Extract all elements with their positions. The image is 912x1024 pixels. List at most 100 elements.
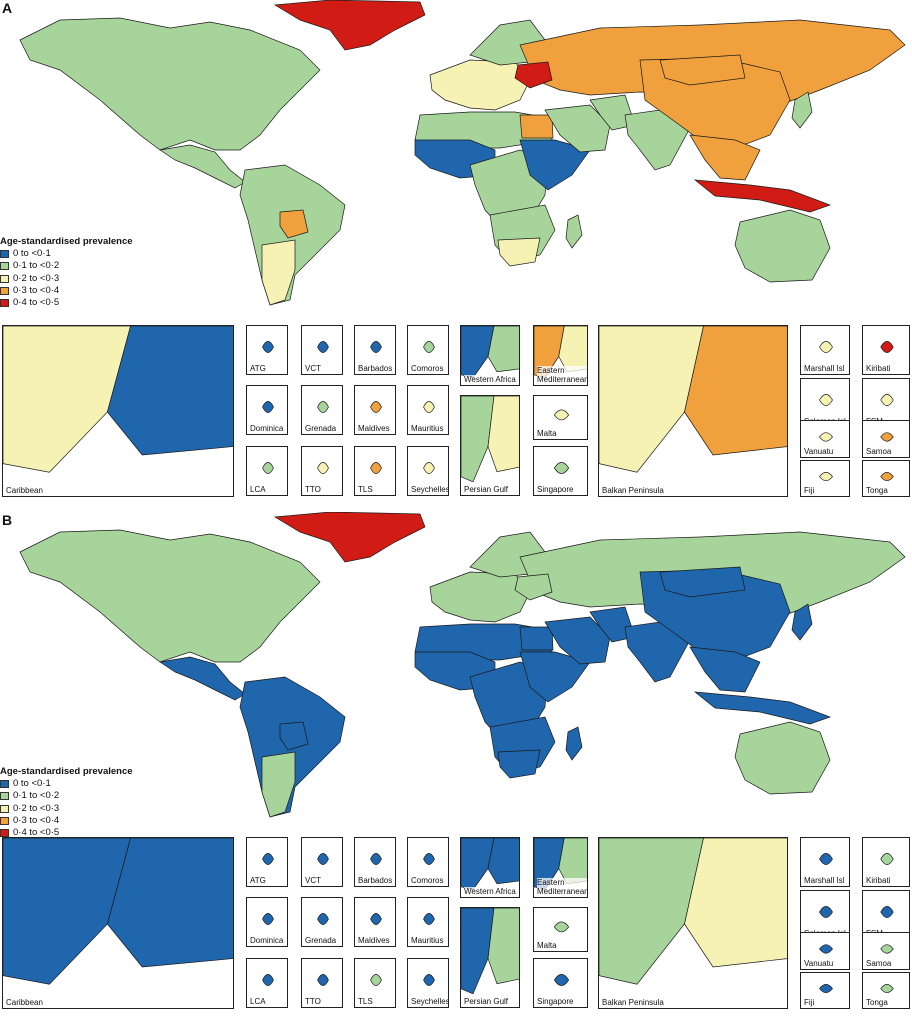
inset-vct: VCT (301, 837, 343, 887)
legend-swatch (0, 792, 9, 801)
inset-marshall-isl: Marshall Isl (800, 325, 850, 375)
inset-shape (262, 913, 274, 925)
inset-land (819, 341, 833, 353)
inset-land (370, 401, 382, 413)
legend: Age-standardised prevalence 0 to <0·1 0·… (0, 236, 133, 309)
inset-western-africa: Western Africa (460, 325, 520, 386)
inset-label: Dominica (250, 936, 284, 945)
inset-label: Seychelles (411, 997, 449, 1006)
region-central-america (159, 656, 246, 701)
inset-label: Kiribati (866, 876, 891, 885)
inset-label: Comoros (411, 876, 444, 885)
inset-label: Caribbean (6, 998, 43, 1007)
inset-shape (819, 853, 833, 865)
region-iran (589, 606, 636, 643)
inset-label: Mauritius (411, 424, 444, 433)
region-east-africa (519, 139, 591, 191)
region-egypt (519, 626, 554, 651)
inset-shape (880, 432, 894, 442)
region-australia (734, 209, 831, 283)
inset-tto: TTO (301, 446, 343, 496)
inset-shape (880, 906, 894, 918)
inset-label: ATG (250, 876, 266, 885)
inset-shape (553, 409, 570, 421)
inset-tls: TLS (354, 446, 396, 496)
inset-shape (423, 913, 435, 925)
region-ukraine (514, 61, 553, 89)
region-bolivia (279, 721, 309, 751)
inset-balkan-peninsula: Balkan Peninsula (598, 325, 788, 497)
inset-comoros: Comoros (407, 325, 449, 375)
inset-caribbean: Caribbean (2, 325, 234, 497)
inset-eastern-mediterranean: Eastern Mediterranean (533, 837, 588, 898)
legend-label: 0·4 to <0·5 (13, 826, 60, 838)
inset-label: TTO (305, 485, 321, 494)
inset-shape (819, 341, 833, 353)
inset-vanuatu: Vanuatu (800, 420, 850, 458)
inset-label: Balkan Peninsula (602, 998, 664, 1007)
inset-label: Persian Gulf (464, 997, 509, 1006)
inset-label: Vanuatu (804, 447, 834, 456)
inset-shape (423, 974, 435, 986)
inset-land (3, 838, 131, 985)
inset-eastern-mediterranean: Eastern Mediterranean (533, 325, 588, 386)
region-mongolia (659, 566, 746, 598)
region-southeast-asia (689, 646, 761, 693)
inset-land (880, 853, 894, 865)
inset-label: ATG (250, 364, 266, 373)
legend-swatch (0, 299, 9, 308)
legend-label: 0·4 to <0·5 (13, 296, 60, 308)
inset-shape (553, 462, 570, 474)
inset-shape (262, 853, 274, 865)
legend-item: 0·3 to <0·4 (0, 285, 133, 297)
region-australia (734, 721, 831, 795)
legend-item: 0·1 to <0·2 (0, 260, 133, 272)
inset-shape (3, 838, 233, 985)
inset-dominica: Dominica (246, 385, 288, 435)
legend-item: 0 to <0·1 (0, 248, 133, 260)
panel-letter: B (2, 512, 13, 528)
inset-label: Persian Gulf (464, 485, 509, 494)
inset-land (262, 462, 274, 474)
legend-swatch (0, 274, 9, 283)
inset-shape (3, 326, 233, 473)
inset-land (684, 838, 787, 968)
inset-land (370, 853, 382, 865)
region-north-america (19, 529, 321, 663)
region-middle-east (544, 104, 611, 153)
inset-malta: Malta (533, 395, 588, 440)
inset-label: VCT (305, 876, 321, 885)
inset-mauritius: Mauritius (407, 385, 449, 435)
inset-singapore: Singapore (533, 446, 588, 496)
inset-shape (880, 341, 894, 353)
inset-shape (423, 853, 435, 865)
inset-shape (819, 984, 833, 994)
inset-land (684, 326, 787, 456)
inset-seychelles: Seychelles (407, 958, 449, 1008)
inset-land (370, 913, 382, 925)
legend-item: 0 to <0·1 (0, 778, 133, 790)
inset-label: Vanuatu (804, 959, 834, 968)
inset-label: Fiji (804, 486, 815, 495)
inset-shape (423, 341, 435, 353)
region-greenland (273, 512, 426, 563)
inset-land (317, 974, 329, 986)
inset-kiribati: Kiribati (862, 837, 910, 887)
region-iran (589, 94, 636, 131)
inset-shape (317, 401, 329, 413)
inset-shape (880, 472, 894, 482)
inset-land (819, 944, 833, 954)
inset-label: Grenada (305, 424, 337, 433)
legend-swatch (0, 804, 9, 813)
inset-land (423, 341, 435, 353)
inset-land (423, 401, 435, 413)
inset-land (487, 396, 519, 473)
inset-shape (423, 462, 435, 474)
inset-shape (880, 984, 894, 994)
inset-shape (880, 944, 894, 954)
inset-land (461, 396, 495, 483)
inset-land (262, 853, 274, 865)
inset-shape (819, 906, 833, 918)
inset-marshall-isl: Marshall Isl (800, 837, 850, 887)
inset-label: Kiribati (866, 364, 891, 373)
